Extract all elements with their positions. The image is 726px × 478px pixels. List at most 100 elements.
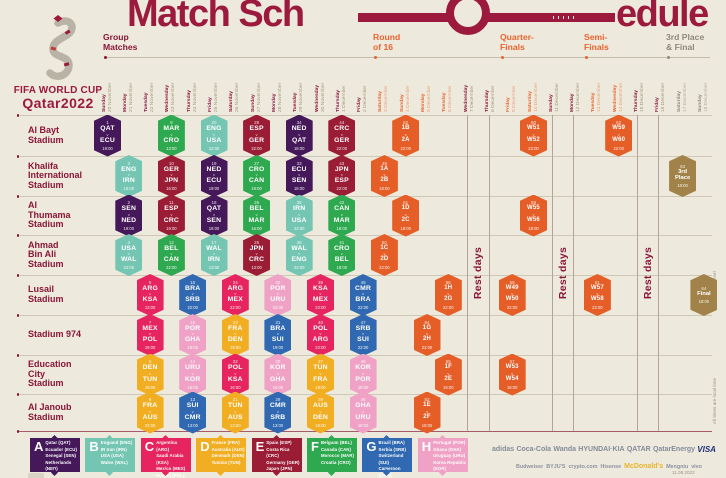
sponsor-logo-qatar: QATAR xyxy=(626,446,651,453)
legend-group-d: D France (FRA) Australia (AUS) Denmark (DEN… xyxy=(196,434,247,476)
date-column: Sunday 27 November xyxy=(250,82,262,112)
match-badge: 10 GER v JPN 16:00 xyxy=(157,155,185,197)
match-badge: 44 CRC v GER 22:00 xyxy=(328,114,356,157)
row-dot xyxy=(16,195,20,198)
phase-marker-dot xyxy=(374,55,378,59)
phase-marker-dot xyxy=(585,55,589,59)
row-dot xyxy=(16,354,20,357)
match-badge: 34 NED v QAT 18:00 xyxy=(285,114,313,157)
row-dot xyxy=(16,155,20,158)
stadium-label: Lusail Stadium xyxy=(28,284,64,304)
legend-group-c: C Argentina (ARG) Saudi Arabia (KSA) Mexico… xyxy=(140,434,191,478)
match-badge: 17 WAL v IRN 13:00 xyxy=(200,234,228,276)
match-badge: 29 CMR v SRB 13:00 xyxy=(264,391,292,434)
date-column: Tuesday 13 December xyxy=(591,82,603,112)
date-column: Sunday 20 November xyxy=(101,82,113,112)
match-badge: 47 SRB v SUI 22:00 xyxy=(349,314,377,356)
match-badge: 49 1A v 2B 18:00 xyxy=(370,155,398,197)
date-column: Saturday 3 December xyxy=(378,85,390,112)
title-decorative-bar xyxy=(358,13,448,22)
legend-group-letter: D xyxy=(200,439,210,454)
fifa-qatar-2022-emblem-icon xyxy=(46,15,76,80)
legend-group-b: B England (ENG) IR Iran (IRN) USA (USA) Wale… xyxy=(85,434,136,476)
match-badge: 3 ENG v IRN 16:00 xyxy=(115,155,143,197)
sponsor-logo-mengniu: Mengniu xyxy=(666,463,689,470)
rest-days-label: Rest days xyxy=(556,246,569,300)
match-badge: 31 BRA v SUI 19:00 xyxy=(264,314,292,356)
sponsor-logo-crypto-com: crypto.com xyxy=(568,463,598,470)
match-badge: 22 POL v KSA 16:00 xyxy=(221,353,249,396)
legend-group-letter: C xyxy=(144,439,155,454)
match-badge: 38 AUS v DEN 18:00 xyxy=(307,391,334,434)
row-separator xyxy=(18,115,712,116)
date-column: Thursday 8 December xyxy=(484,85,496,112)
date-column: Friday 9 December xyxy=(506,85,518,112)
stadium-label: Al Thumama Stadium xyxy=(28,200,71,230)
match-badge: 46 KOR v POR 18:00 xyxy=(349,353,377,396)
date-column: Sunday 11 December xyxy=(548,83,560,112)
date-column: Friday 16 December xyxy=(655,82,667,112)
phase-header: Semi- Finals xyxy=(584,32,609,52)
legend-group-teams: England (ENG) IR Iran (IRN) USA (USA) Wales… xyxy=(100,440,133,465)
title-bar-dash xyxy=(563,16,565,19)
rest-days-label: Rest days xyxy=(641,246,654,300)
match-badge: 53 1E v 2F 18:00 xyxy=(413,391,441,434)
match-badge: 40 POL v ARG 22:00 xyxy=(307,314,334,356)
date-column: Wednesday 30 November xyxy=(314,82,326,112)
legend-group-teams: France (FRA) Australia (AUS) Denmark (DEN)… xyxy=(211,440,245,465)
match-badge: 20 ENG v USA 22:00 xyxy=(200,114,228,157)
sponsor-row-secondary: Budweiser BYJU'S crypto.com Hisense McDonald… xyxy=(516,463,702,470)
row-dot xyxy=(16,314,20,317)
match-badge: 27 CRO v CAN 19:00 xyxy=(243,155,271,197)
stadium-label: Education City Stadium xyxy=(28,359,72,389)
match-badge: 2 SEN v NED 19:00 xyxy=(115,194,143,237)
match-badge: 57 W53 v W54 18:00 xyxy=(498,353,526,396)
stadium-label: Al Janoub Stadium xyxy=(28,401,72,422)
match-badge: 39 KSA v MEX 22:00 xyxy=(307,274,334,316)
match-badge: 48 CMR v BRA 22:00 xyxy=(349,274,377,316)
sponsor-logo-adidas: adidas xyxy=(492,446,515,453)
sponsor-logo-visa: VISA xyxy=(697,445,716,454)
page-title-left: Match Sch xyxy=(127,0,305,35)
match-badge: 11 ESP v CRC 19:00 xyxy=(157,194,185,237)
date-column: Sunday 4 December xyxy=(399,85,411,112)
sponsor-logo-hisense: Hisense xyxy=(600,463,622,470)
match-badge: 26 BEL v MAR 16:00 xyxy=(243,194,271,237)
qatar-2022-wordmark: Qatar2022 xyxy=(22,95,94,111)
date-column: Monday 12 December xyxy=(570,82,582,112)
title-bar-dash xyxy=(558,16,560,19)
match-badge: 14 URU v KOR 16:00 xyxy=(179,353,207,396)
match-badge: 9 MAR v CRO 13:00 xyxy=(157,114,185,157)
sponsor-logo-budweiser: Budweiser xyxy=(516,463,544,470)
legend-group-teams: Belgium (BEL) Canada (CAN) Morocco (MAR) Cr… xyxy=(320,440,354,465)
rest-day-divider xyxy=(658,115,659,431)
match-badge: 33 ECU v SEN 18:00 xyxy=(285,155,313,197)
match-badge: 6 DEN v TUN 16:00 xyxy=(136,353,164,396)
match-badge: 4 USA v WAL 22:00 xyxy=(115,234,143,276)
legend-group-teams: Qatar (QAT) Ecuador (ECU) Senegal (SEN) Net… xyxy=(45,440,78,472)
match-badge: 19 NED v ECU 19:00 xyxy=(200,155,228,197)
legend-group-teams: Portugal (POR) Ghana (GHA) Uruguay (URU) Ko… xyxy=(433,440,467,472)
phase-marker-dot xyxy=(667,55,671,59)
match-badge: 5 ARG v KSA 13:00 xyxy=(136,274,164,316)
rest-day-divider xyxy=(552,115,553,431)
match-badge: 16 BRA v SRB 22:00 xyxy=(179,274,207,316)
date-column: Wednesday 7 December xyxy=(463,84,475,112)
date-column: Thursday 1 December xyxy=(335,85,347,112)
match-badge: 61 W57 v W58 22:00 xyxy=(583,274,611,316)
match-badge: 45 GHA v URU 18:00 xyxy=(349,391,377,434)
match-badge: 28 ESP v GER 22:00 xyxy=(243,114,271,157)
sponsor-logo-vivo: vivo xyxy=(691,463,702,470)
title-bar-dash xyxy=(568,16,570,19)
rest-day-divider xyxy=(489,115,490,431)
date-column: Friday 25 November xyxy=(208,82,219,112)
legend-group-teams: Spain (ESP) Costa Rica (CRC) Germany (GER)… xyxy=(266,440,300,472)
title-bar-dash xyxy=(553,16,555,19)
match-badge: 21 TUN v AUS 13:00 xyxy=(221,391,249,434)
date-column: Sunday 18 December xyxy=(697,82,709,112)
date-column: Wednesday 14 December xyxy=(612,82,624,112)
sponsor-logo-hyundai-kia: HYUNDAI·KIA xyxy=(578,446,625,453)
cropped-footer-element xyxy=(28,473,44,478)
row-dot xyxy=(16,393,20,396)
match-badge: 64 Final 18:00 xyxy=(690,274,718,316)
